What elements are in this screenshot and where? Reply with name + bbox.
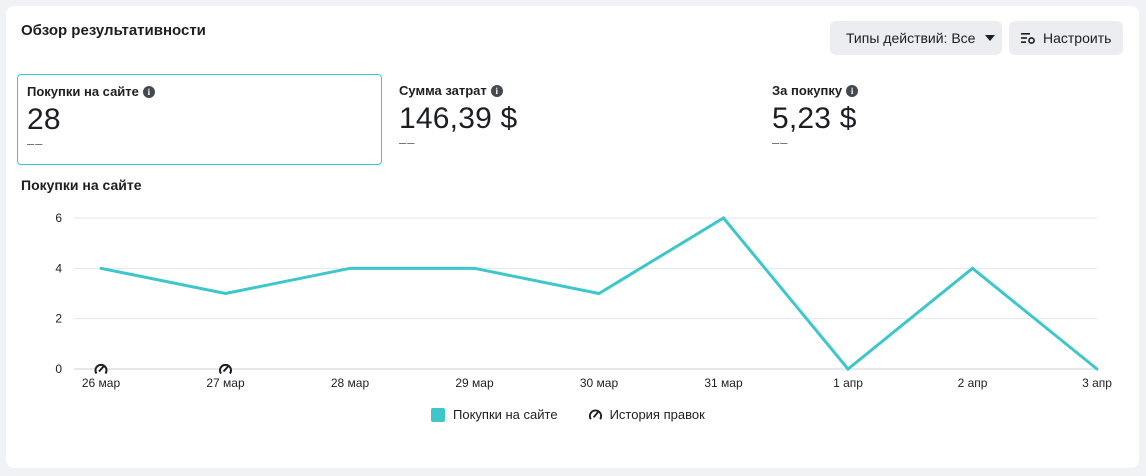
y-tick-label: 0 xyxy=(55,362,62,376)
x-tick-label: 27 мар xyxy=(206,376,245,390)
x-tick-label: 28 мар xyxy=(331,376,370,390)
page-title: Обзор результативности xyxy=(21,22,206,39)
legend-series-label[interactable]: Покупки на сайте xyxy=(453,407,558,422)
caret-down-icon xyxy=(985,35,996,41)
metric-comparison: –– xyxy=(27,136,44,151)
info-icon[interactable]: i xyxy=(490,84,503,97)
x-tick-label: 29 мар xyxy=(455,376,494,390)
y-tick-label: 2 xyxy=(55,312,62,326)
metric-label-wrap: Сумма затрат i xyxy=(399,83,755,98)
chart-legend: Покупки на сайте История правок xyxy=(431,407,705,422)
configure-label: Настроить xyxy=(1043,30,1112,46)
x-tick-label: 2 апр xyxy=(958,376,988,390)
configure-button[interactable]: Настроить xyxy=(1009,21,1123,55)
data-point xyxy=(971,266,974,270)
data-point xyxy=(99,266,103,270)
legend-history[interactable]: История правок xyxy=(588,407,705,422)
legend-history-label: История правок xyxy=(609,407,705,422)
metric-label-wrap: За покупку i xyxy=(772,83,1128,98)
metric-comparison: –– xyxy=(772,135,789,150)
data-point xyxy=(1095,367,1099,371)
x-tick-label: 26 мар xyxy=(82,376,121,390)
x-tick-label: 1 апр xyxy=(833,376,863,390)
info-icon[interactable]: i xyxy=(142,85,155,98)
metric-label: Сумма затрат xyxy=(399,83,487,98)
action-types-label: Типы действий: Все xyxy=(846,30,976,46)
metric-cost-per-purchase[interactable]: За покупку i 5,23 $ –– xyxy=(763,74,1128,165)
action-types-dropdown[interactable]: Типы действий: Все xyxy=(830,21,1002,55)
x-tick-label: 31 мар xyxy=(704,376,743,390)
data-point xyxy=(348,266,352,270)
chart-title: Покупки на сайте xyxy=(21,177,142,193)
metric-amount-spent[interactable]: Сумма затрат i 146,39 $ –– xyxy=(390,74,755,165)
edit-history-marker[interactable] xyxy=(219,363,232,375)
data-point xyxy=(597,292,601,295)
metric-value: 28 xyxy=(27,103,61,136)
legend-series-swatch xyxy=(431,407,445,422)
y-tick-label: 6 xyxy=(55,211,62,225)
x-tick-label: 30 мар xyxy=(580,376,619,390)
edit-history-marker[interactable] xyxy=(94,363,108,375)
info-icon[interactable]: i xyxy=(846,84,859,97)
settings-sliders-icon xyxy=(1021,33,1035,44)
edit-history-icon xyxy=(588,409,602,420)
data-point xyxy=(473,266,476,270)
data-point xyxy=(846,367,850,371)
metric-value: 5,23 $ xyxy=(772,102,857,135)
data-point xyxy=(722,216,725,220)
metric-comparison: –– xyxy=(399,135,416,150)
performance-overview-card xyxy=(6,6,1139,468)
x-tick-label: 3 апр xyxy=(1082,376,1112,390)
metric-label: Покупки на сайте xyxy=(27,84,139,99)
data-point xyxy=(224,292,227,295)
metric-website-purchases[interactable]: Покупки на сайте i 28 –– xyxy=(17,74,382,165)
metric-label-wrap: Покупки на сайте i xyxy=(27,84,381,99)
metric-label: За покупку xyxy=(772,83,843,98)
metric-value: 146,39 $ xyxy=(399,102,518,135)
y-tick-label: 4 xyxy=(55,261,62,275)
